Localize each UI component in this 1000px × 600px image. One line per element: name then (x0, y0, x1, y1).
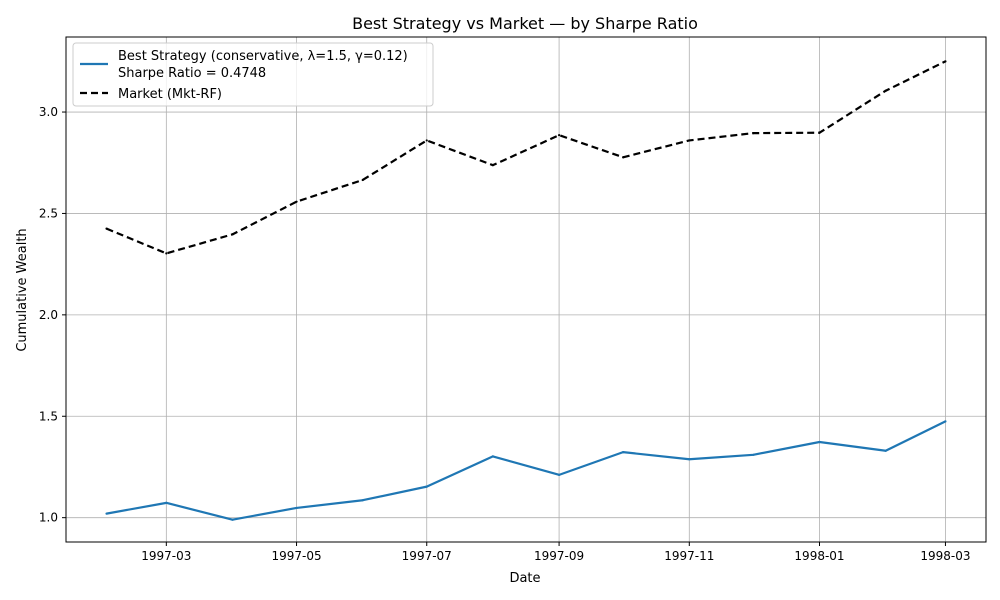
strategy-line-point (425, 485, 428, 488)
strategy-line-point (818, 440, 821, 444)
market-line-point (295, 200, 298, 203)
legend-box (72, 42, 434, 107)
market-line-point (752, 132, 755, 135)
strategy-line-point (295, 506, 298, 510)
market-line-point (425, 139, 428, 142)
market-line-point (361, 178, 364, 182)
strategy-line-point (491, 455, 495, 458)
market-line-point (165, 252, 168, 255)
x-tick-label: 1997-05 (271, 549, 321, 563)
strategy-line-point (884, 449, 887, 452)
market-line-point (688, 139, 691, 142)
legend-label-market: Market (Mkt-RF) (118, 87, 222, 102)
plot-frame (65, 36, 987, 543)
market-line-point (622, 156, 625, 159)
x-axis-label: Date (509, 571, 540, 586)
y-tick-label: 2.0 (39, 308, 58, 322)
y-tick-label: 2.5 (39, 206, 58, 220)
strategy-line-point (165, 501, 168, 504)
strategy-line-point (361, 499, 364, 502)
x-tick-label: 1997-09 (534, 549, 584, 563)
market-line-point (557, 134, 561, 137)
market-line-point (231, 233, 234, 236)
strategy-line-point (105, 512, 108, 515)
x-tick-label: 1997-03 (141, 549, 191, 563)
strategy-line-point (752, 453, 755, 456)
market-line-point (884, 89, 887, 92)
legend: Best Strategy (conservative, λ=1.5, γ=0.… (72, 42, 434, 107)
chart-title: Best Strategy vs Market — by Sharpe Rati… (352, 14, 698, 33)
market-line-point (818, 131, 821, 134)
strategy-line (106, 420, 946, 521)
y-axis-label: Cumulative Wealth (15, 228, 30, 351)
market-line-point (491, 164, 495, 167)
series-layer (105, 60, 947, 521)
x-tick-label: 1998-01 (794, 549, 844, 563)
y-tick-label: 3.0 (39, 105, 58, 119)
market-line-point (105, 227, 108, 230)
y-axis: 1.0 1.5 2.0 2.5 3.0 (39, 105, 66, 525)
strategy-line-point (557, 473, 561, 476)
x-tick-label: 1997-07 (402, 549, 452, 563)
legend-label-sharpe: Sharpe Ratio = 0.4748 (118, 66, 266, 81)
legend-label-strategy: Best Strategy (conservative, λ=1.5, γ=0.… (118, 49, 408, 64)
y-tick-label: 1.5 (39, 409, 58, 423)
x-axis: 1997-03 1997-05 1997-07 1997-09 1997-11 1998-… (141, 542, 971, 563)
x-tick-label: 1998-03 (920, 549, 970, 563)
grid-lines (66, 37, 986, 542)
strategy-line-point (622, 451, 625, 454)
market-line-point (944, 60, 947, 63)
x-tick-label: 1997-11 (664, 549, 714, 563)
y-tick-label: 1.0 (39, 511, 58, 525)
market-line (106, 60, 946, 255)
strategy-line-point (231, 518, 234, 521)
strategy-line-point (688, 458, 691, 461)
strategy-line-point (944, 420, 947, 423)
